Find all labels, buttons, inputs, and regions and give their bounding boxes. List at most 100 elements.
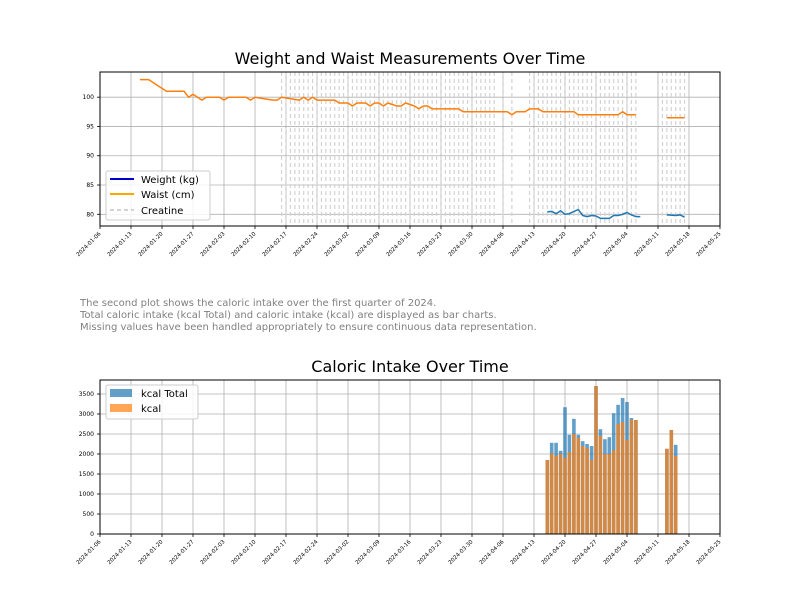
note-line: The second plot shows the caloric intake… (80, 298, 437, 309)
y-tick-label: 0 (90, 531, 94, 538)
x-tick-label: 2024-02-17 (262, 539, 289, 566)
x-tick-label: 2024-03-30 (448, 231, 475, 258)
weight-line (666, 214, 685, 218)
y-tick-label: 500 (83, 511, 95, 518)
x-tick-label: 2024-04-13 (510, 539, 537, 566)
legend-swatch-kcal (110, 404, 132, 412)
y-tick-label: 3000 (79, 411, 94, 418)
x-tick-label: 2024-05-04 (603, 231, 630, 258)
legend: kcal Total kcal (105, 384, 199, 420)
kcal-bar (545, 460, 550, 534)
y-tick-label: 80 (86, 211, 94, 218)
x-tick-label: 2024-04-27 (572, 231, 599, 258)
x-tick-label: 2024-04-06 (479, 539, 506, 566)
note-line: Missing values have been handled appropr… (80, 322, 537, 333)
kcal-bar (580, 446, 585, 534)
chart-title: Weight and Waist Measurements Over Time (235, 49, 586, 68)
kcal-bar (620, 422, 625, 534)
x-tick-label: 2024-03-16 (386, 539, 413, 566)
kcal-bar (549, 453, 554, 534)
x-tick-label: 2024-05-18 (665, 231, 692, 258)
y-tick-label: 2500 (79, 431, 94, 438)
x-tick-label: 2024-04-27 (572, 539, 599, 566)
x-tick-label: 2024-02-03 (200, 231, 227, 258)
kcal-bar (673, 456, 678, 534)
x-tick-label: 2024-01-27 (169, 539, 196, 566)
kcal-bar (629, 420, 634, 534)
kcal-bar (607, 454, 612, 534)
kcal-bar (576, 438, 581, 534)
x-tick-label: 2024-05-11 (634, 231, 661, 258)
y-tick-label: 1500 (79, 471, 94, 478)
x-tick-label: 2024-01-06 (76, 231, 103, 258)
y-tick-label: 90 (86, 153, 94, 160)
waist-line (139, 78, 636, 116)
x-tick-label: 2024-02-24 (293, 231, 320, 258)
y-tick-label: 3500 (79, 391, 94, 398)
x-tick-label: 2024-04-06 (479, 231, 506, 258)
x-tick-label: 2024-03-23 (417, 539, 444, 566)
y-tick-label: 85 (86, 182, 94, 189)
x-tick-label: 2024-04-20 (541, 231, 568, 258)
chart-title: Caloric Intake Over Time (311, 357, 508, 376)
legend-label: Waist (cm) (141, 190, 195, 201)
kcal-bar (634, 420, 638, 534)
x-tick-label: 2024-03-02 (324, 539, 351, 566)
x-tick-label: 2024-01-13 (107, 231, 134, 258)
legend-label: Weight (kg) (141, 175, 199, 186)
x-tick-label: 2024-03-02 (324, 231, 351, 258)
weight-waist-chart: Weight and Waist Measurements Over Time … (76, 49, 723, 258)
kcal-bar (585, 448, 589, 534)
kcal-bar (589, 460, 594, 534)
caption-note: The second plot shows the caloric intake… (80, 298, 537, 334)
x-tick-label: 2024-05-04 (603, 539, 630, 566)
x-tick-label: 2024-02-10 (231, 231, 258, 258)
x-tick-label: 2024-01-13 (107, 539, 134, 566)
x-tick-label: 2024-05-25 (696, 539, 723, 566)
x-tick-label: 2024-01-20 (138, 231, 165, 258)
kcal-bar (665, 448, 669, 534)
kcal-bar (669, 430, 674, 534)
plot-frame (99, 379, 721, 535)
x-tick-label: 2024-02-17 (262, 231, 289, 258)
legend: Weight (kg) Waist (cm) Creatine (105, 170, 211, 221)
kcal-bar (598, 436, 603, 534)
x-tick-label: 2024-02-10 (231, 539, 258, 566)
x-tick-label: 2024-03-30 (448, 539, 475, 566)
weight-line (547, 208, 641, 220)
x-tick-label: 2024-03-09 (355, 539, 382, 566)
kcal-bar (567, 452, 572, 534)
kcal-bar (611, 450, 616, 534)
legend-label: Creatine (141, 206, 183, 217)
legend-label: kcal (141, 404, 161, 415)
x-tick-label: 2024-02-03 (200, 539, 227, 566)
x-tick-label: 2024-03-16 (386, 231, 413, 258)
legend-swatch-kcal-total (110, 389, 132, 397)
x-tick-label: 2024-01-06 (76, 539, 103, 566)
x-tick-label: 2024-03-09 (355, 231, 382, 258)
kcal-bar (563, 458, 567, 534)
kcal-bar (616, 424, 620, 534)
kcal-bar (554, 456, 558, 534)
y-tick-label: 95 (86, 123, 94, 130)
y-tick-label: 1000 (79, 491, 94, 498)
kcal-bar (558, 454, 563, 534)
x-tick-label: 2024-05-11 (634, 539, 661, 566)
x-tick-label: 2024-01-27 (169, 231, 196, 258)
y-tick-label: 100 (83, 94, 95, 101)
x-tick-label: 2024-05-25 (696, 231, 723, 258)
caloric-intake-chart: Caloric Intake Over Time 2024-01-06 2024-… (76, 357, 723, 566)
x-tick-label: 2024-02-24 (293, 539, 320, 566)
x-tick-label: 2024-04-13 (510, 231, 537, 258)
kcal-bar (594, 386, 598, 534)
x-tick-label: 2024-04-20 (541, 539, 568, 566)
plot-frame (99, 71, 721, 227)
note-line: Total caloric intake (kcal Total) and ca… (80, 310, 497, 321)
kcal-bar (625, 440, 629, 534)
y-tick-label: 2000 (79, 451, 94, 458)
x-tick-label: 2024-03-23 (417, 231, 444, 258)
x-tick-label: 2024-05-18 (665, 539, 692, 566)
legend-label: kcal Total (141, 389, 188, 400)
x-tick-label: 2024-01-20 (138, 539, 165, 566)
kcal-bar (603, 454, 607, 534)
